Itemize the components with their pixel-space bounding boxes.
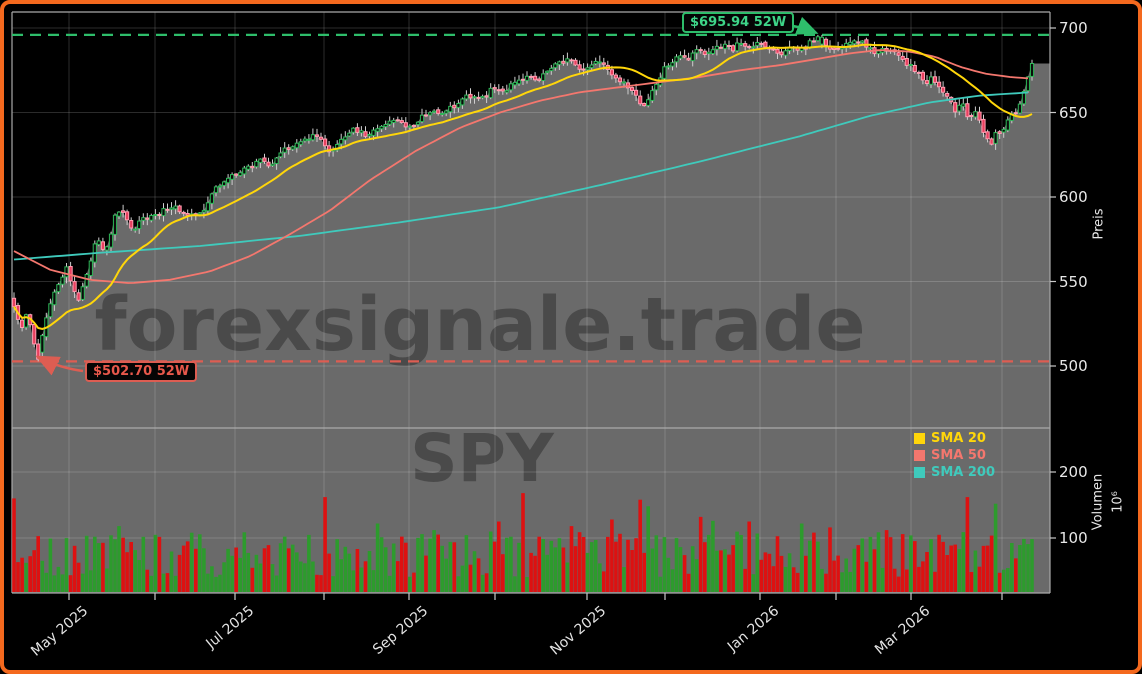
legend-label: SMA 50	[931, 448, 986, 463]
sma200-line	[13, 91, 1029, 261]
price-tick-label: 700	[1059, 19, 1088, 37]
volume-axis-unit: 10⁶	[1110, 491, 1126, 513]
site-watermark: forexsignale.trade	[94, 282, 865, 368]
volume-bars	[12, 493, 1034, 592]
legend-row: SMA 200	[914, 464, 995, 481]
legend-swatch-icon	[914, 467, 925, 478]
symbol-watermark: SPY	[410, 420, 555, 497]
low-52w-annotation: $502.70 52W	[85, 361, 198, 382]
price-tick-label: 650	[1059, 103, 1088, 122]
price-tick-label: 500	[1059, 357, 1088, 375]
price-tick-label: 550	[1059, 272, 1088, 291]
axis-tick-marks	[68, 27, 1056, 600]
candlesticks	[11, 34, 1035, 362]
legend-swatch-icon	[914, 433, 925, 444]
legend-swatch-icon	[914, 450, 925, 461]
low-annotation-arrow	[35, 355, 84, 376]
volume-tick-label: 200	[1059, 463, 1088, 481]
price-axis-title: Preis	[1091, 208, 1107, 240]
legend-label: SMA 20	[931, 431, 986, 446]
price-area-fill	[12, 36, 1050, 429]
legend-label: SMA 200	[931, 465, 996, 480]
volume-axis-title: Volumen	[1090, 473, 1106, 531]
legend-row: SMA 50	[914, 447, 995, 464]
high-52w-annotation: $695.94 52W	[682, 12, 795, 33]
sma20-line	[13, 43, 1033, 331]
volume-tick-label: 100	[1059, 529, 1088, 547]
sma50-line	[13, 49, 1029, 284]
legend-row: SMA 20	[914, 430, 995, 447]
sma-legend: SMA 20 SMA 50 SMA 200	[914, 430, 995, 481]
price-tick-label: 600	[1059, 188, 1088, 206]
